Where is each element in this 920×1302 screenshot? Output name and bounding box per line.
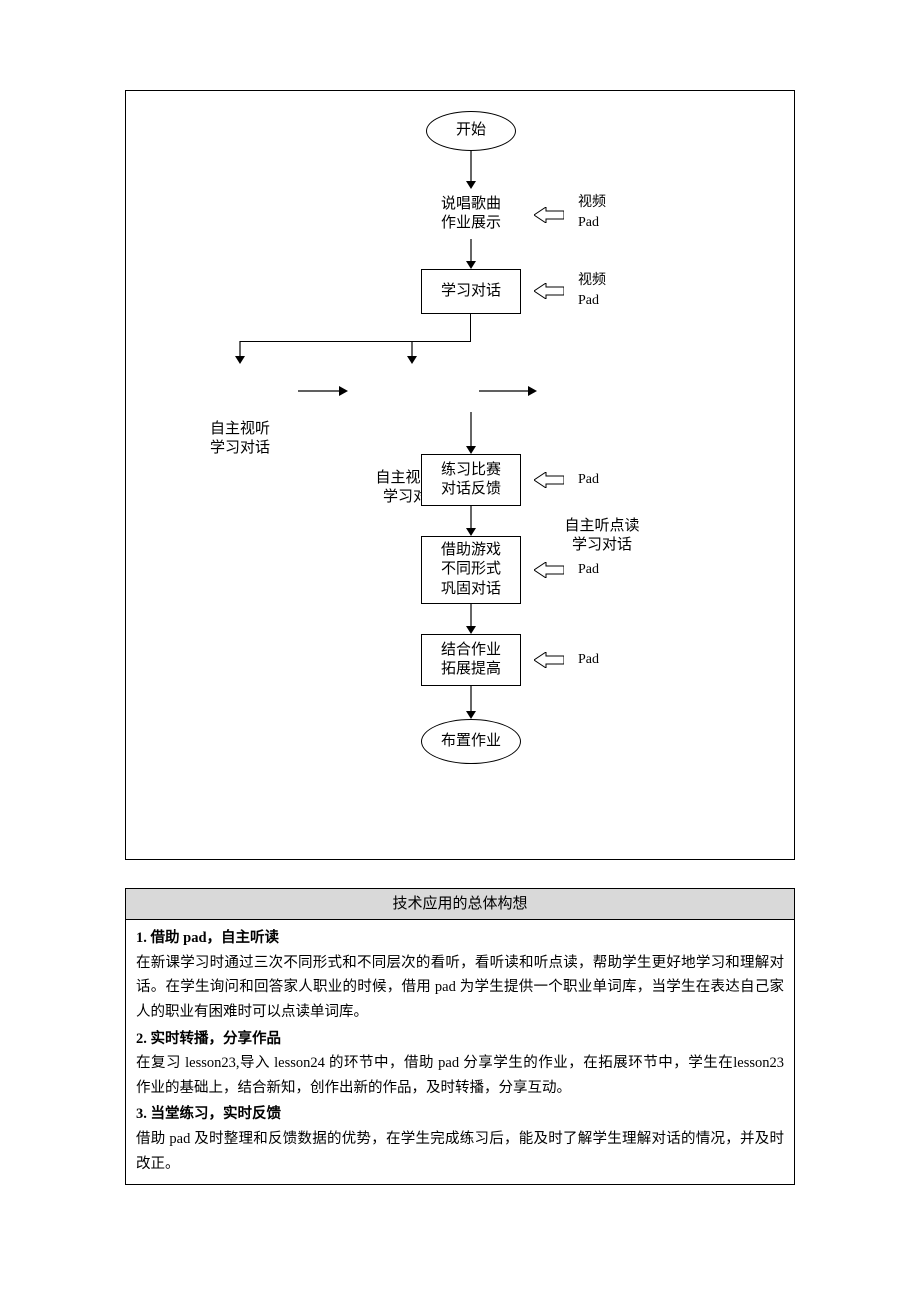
- n3a-l1: 自主视听: [210, 420, 270, 440]
- n3a-l2: 学习对话: [210, 439, 270, 459]
- hollow-arrow-left-icon: [534, 283, 564, 307]
- arrow-down-icon: [465, 686, 477, 719]
- flowchart: 开始 说唱歌曲 作业展示 视频 Pad 学习对话: [136, 111, 784, 829]
- process-learn-dialog: 学习对话: [421, 269, 521, 314]
- item-body-2: 在复习 lesson23,导入 lesson24 的环节中，借助 pad 分享学…: [136, 1051, 784, 1100]
- process-homework-improve: 结合作业 拓展提高: [421, 634, 521, 686]
- arrow-down-icon: [465, 604, 477, 634]
- stored-data-s2: 视频 Pad: [568, 267, 646, 315]
- item-body-1: 在新课学习时通过三次不同形式和不同层次的看听，看听读和听点读，帮助学生更好地学习…: [136, 951, 784, 1025]
- s2-l1: 视频: [578, 271, 606, 291]
- stored-data-s5: Pad: [568, 636, 646, 684]
- n6-l2: 拓展提高: [441, 660, 501, 680]
- arrow-down-icon: [234, 341, 246, 364]
- s3-label: Pad: [578, 470, 599, 490]
- item-heading-3: 3. 当堂练习，实时反馈: [136, 1102, 784, 1127]
- item-heading-1: 1. 借助 pad，自主听读: [136, 926, 784, 951]
- connector-line: [240, 341, 471, 342]
- text-section: 技术应用的总体构想 1. 借助 pad，自主听读 在新课学习时通过三次不同形式和…: [125, 888, 795, 1185]
- n1-line2: 作业展示: [441, 214, 501, 234]
- s2-l2: Pad: [578, 291, 599, 311]
- n6-l1: 结合作业: [441, 641, 501, 661]
- s1-l1: 视频: [578, 193, 606, 213]
- arrow-down-icon: [465, 151, 477, 189]
- stored-data-s4: Pad: [568, 546, 646, 594]
- arrow-down-icon: [465, 239, 477, 269]
- arrow-right-icon: [298, 381, 348, 405]
- section-body: 1. 借助 pad，自主听读 在新课学习时通过三次不同形式和不同层次的看听，看听…: [126, 920, 794, 1184]
- n2-label: 学习对话: [441, 282, 501, 302]
- n3c-l1: 自主听点读: [564, 517, 639, 537]
- terminator-start: 开始: [426, 111, 516, 151]
- terminator-end: 布置作业: [421, 719, 521, 764]
- arrow-down-icon: [465, 506, 477, 536]
- s4-label: Pad: [578, 560, 599, 580]
- hollow-arrow-left-icon: [534, 562, 564, 586]
- connector-line: [470, 314, 471, 341]
- io-node-3a: 自主视听 学习对话: [190, 414, 290, 464]
- io-node-rap: 说唱歌曲 作业展示: [421, 189, 521, 239]
- arrow-down-icon: [406, 341, 418, 364]
- item-body-3: 借助 pad 及时整理和反馈数据的优势，在学生完成练习后，能及时了解学生理解对话…: [136, 1127, 784, 1176]
- process-game-consolidate: 借助游戏 不同形式 巩固对话: [421, 536, 521, 604]
- n5-l3: 巩固对话: [441, 580, 501, 600]
- item-heading-2: 2. 实时转播，分享作品: [136, 1027, 784, 1052]
- stored-data-s1: 视频 Pad: [568, 189, 646, 237]
- section-title: 技术应用的总体构想: [126, 889, 794, 920]
- n5-l1: 借助游戏: [441, 541, 501, 561]
- s5-label: Pad: [578, 650, 599, 670]
- arrow-right-icon: [479, 381, 537, 405]
- n1-line1: 说唱歌曲: [441, 195, 501, 215]
- s1-l2: Pad: [578, 213, 599, 233]
- arrow-down-icon: [465, 412, 477, 454]
- hollow-arrow-left-icon: [534, 472, 564, 496]
- flowchart-container: 开始 说唱歌曲 作业展示 视频 Pad 学习对话: [125, 90, 795, 860]
- end-label: 布置作业: [441, 732, 501, 752]
- start-label: 开始: [456, 121, 486, 141]
- process-practice-match: 练习比赛 对话反馈: [421, 454, 521, 506]
- stored-data-s3: Pad: [568, 456, 646, 504]
- hollow-arrow-left-icon: [534, 207, 564, 231]
- hollow-arrow-left-icon: [534, 652, 564, 676]
- n4-l2: 对话反馈: [441, 480, 501, 500]
- n5-l2: 不同形式: [441, 560, 501, 580]
- n4-l1: 练习比赛: [441, 461, 501, 481]
